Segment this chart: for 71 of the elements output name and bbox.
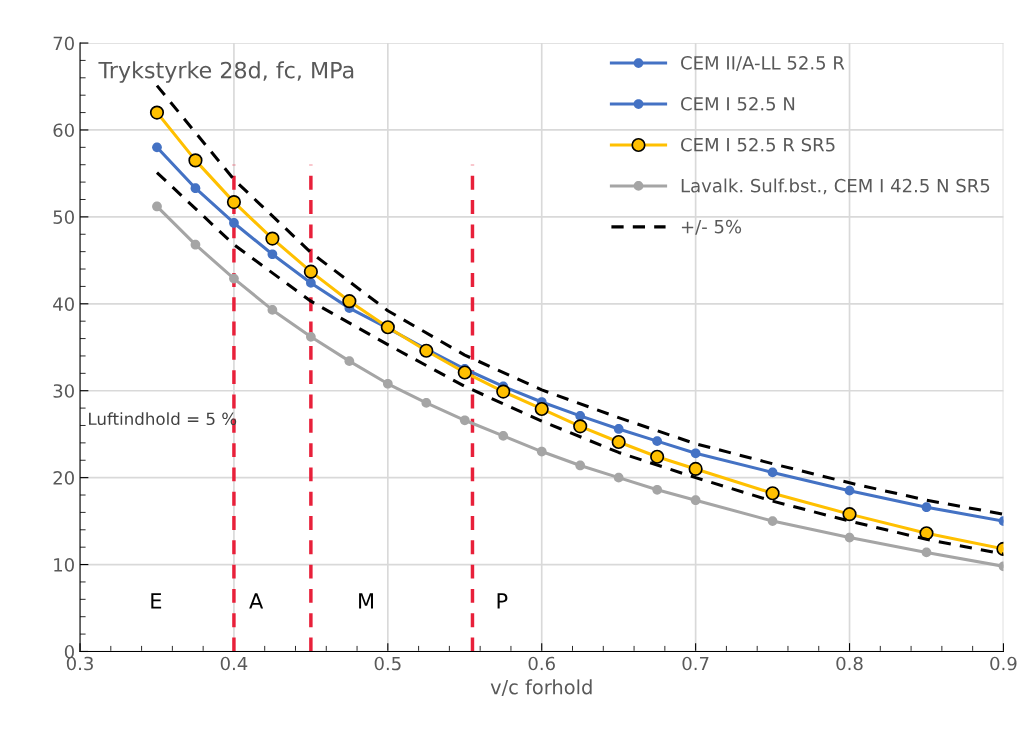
point xyxy=(303,264,318,279)
point xyxy=(613,424,624,434)
point xyxy=(767,467,778,478)
annotation: Luftindhold = 5 % xyxy=(89,412,237,426)
point xyxy=(652,484,663,495)
text: Trykstyrke 28d, fc, MPa xyxy=(98,61,354,83)
annotation: P xyxy=(497,593,508,609)
point xyxy=(575,411,586,421)
point xyxy=(152,142,162,153)
point xyxy=(382,378,393,389)
point xyxy=(575,460,586,471)
point xyxy=(496,384,511,399)
point xyxy=(152,201,162,212)
point xyxy=(459,415,470,426)
point xyxy=(690,495,701,506)
point xyxy=(844,485,855,496)
legend-label: Lavalk. Sulf.bst., CEM I 42.5 N SR5 xyxy=(681,178,990,195)
annotation: E xyxy=(151,593,162,609)
point xyxy=(342,294,357,309)
y-tick-label: 50 xyxy=(53,210,74,224)
x-tick-label: 0.9 xyxy=(990,656,1017,671)
y-tick-label: 40 xyxy=(53,297,74,311)
point xyxy=(690,448,701,459)
point xyxy=(921,547,932,558)
point xyxy=(611,434,626,450)
y-tick-label: 30 xyxy=(53,384,74,398)
point xyxy=(921,502,932,513)
point xyxy=(344,356,355,367)
point xyxy=(534,401,549,417)
legend-label: +/- 5% xyxy=(681,219,742,235)
annotation: M xyxy=(359,593,373,609)
point xyxy=(650,449,665,464)
point xyxy=(421,398,432,408)
point xyxy=(190,183,201,194)
y-tick-label: 20 xyxy=(53,471,74,485)
x-tick-label: 0.5 xyxy=(374,656,401,671)
point xyxy=(190,239,201,250)
annotation: A xyxy=(249,593,264,609)
point xyxy=(419,343,434,358)
point xyxy=(267,305,278,315)
legend-label: CEM II/A-LL 52.5 R xyxy=(681,55,845,72)
point xyxy=(688,461,703,477)
x-tick-label: 0.6 xyxy=(528,656,555,671)
point xyxy=(267,249,278,260)
point xyxy=(226,195,242,210)
legend-label: CEM I 52.5 N xyxy=(681,96,795,111)
point xyxy=(306,278,316,288)
x-tick-label: 0.4 xyxy=(220,656,248,671)
point xyxy=(573,419,588,434)
point xyxy=(498,431,509,441)
legend-label: CEM I 52.5 R SR5 xyxy=(681,137,835,152)
x-tick-label: 0.7 xyxy=(682,656,709,671)
point xyxy=(457,365,472,380)
point xyxy=(652,436,663,446)
point xyxy=(306,331,316,342)
point xyxy=(536,446,547,457)
point xyxy=(765,486,780,501)
point xyxy=(265,231,280,246)
point xyxy=(842,507,857,522)
y-tick-label: 10 xyxy=(54,558,74,572)
x-axis-title: v/c forhold xyxy=(490,679,592,696)
y-tick-label: 70 xyxy=(53,36,74,51)
x-tick-label: 0.8 xyxy=(836,656,863,671)
point xyxy=(767,516,778,526)
point xyxy=(613,472,624,483)
point xyxy=(188,153,203,168)
y-tick-label: 60 xyxy=(53,123,74,138)
point xyxy=(844,532,855,543)
point xyxy=(229,218,239,228)
point xyxy=(229,273,239,284)
point xyxy=(149,105,165,120)
